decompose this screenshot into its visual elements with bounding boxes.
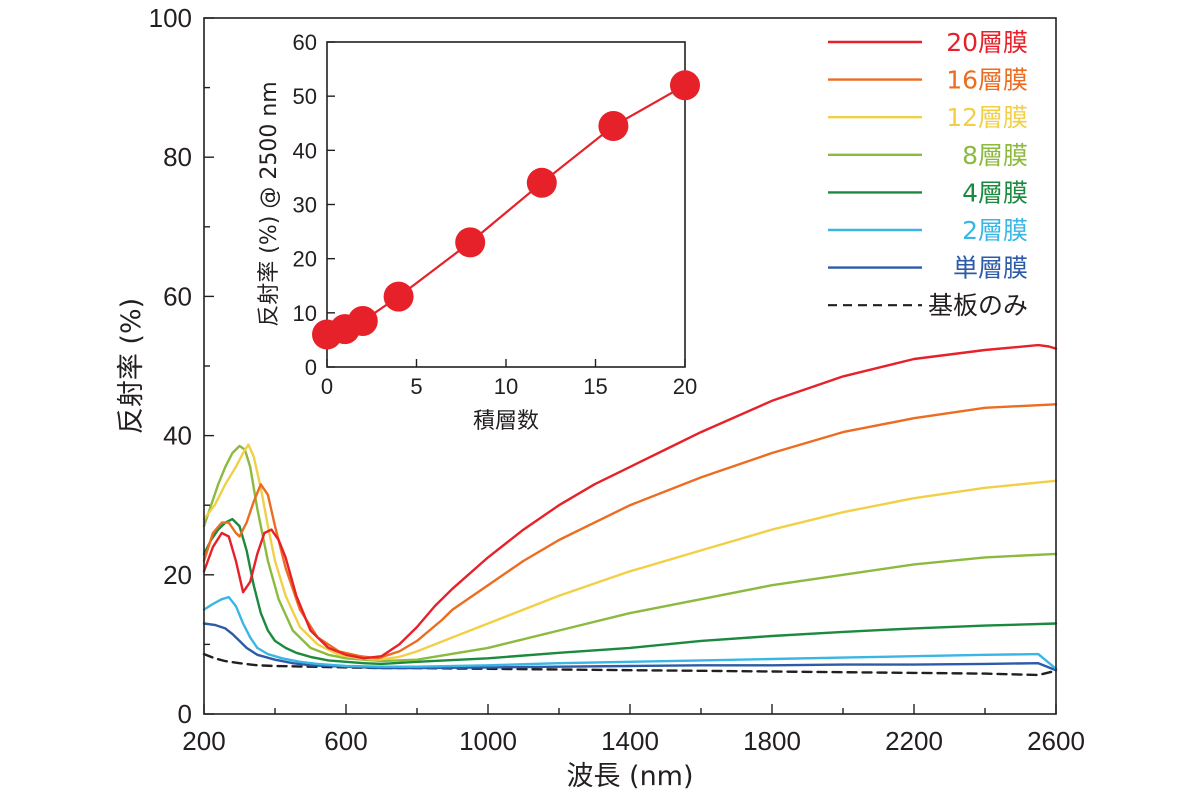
legend-label-0: 20層膜 [946,28,1028,57]
main-x-tick-label: 1800 [743,726,801,756]
inset-point-5 [526,167,557,198]
inset-x-ticks: 0 5 10 15 20 [321,359,697,399]
inset-point-4 [455,227,486,258]
main-x-tick-label: 1400 [601,726,659,756]
inset-y-tick-label: 30 [293,193,317,218]
main-y-tick-label: 80 [163,142,192,172]
series-line-1 [202,403,1058,660]
legend-label-1: 16層膜 [946,66,1028,95]
inset-point-7 [670,70,700,101]
inset-point-2 [347,306,378,336]
main-y-tick-label: 0 [178,699,192,729]
inset-y-axis-title: 反射率 (%) @ 2500 nm [257,81,282,326]
main-x-ticks: 200 600 1000 1400 1800 2200 2600 [182,704,1085,756]
inset-x-tick-label: 20 [673,374,697,399]
main-series-lines [202,343,1058,677]
main-plot: 200 600 1000 1400 1800 2200 2600 020406080100 … [116,3,1085,792]
inset-point-3 [383,281,414,312]
inset-x-tick-label: 0 [321,374,333,399]
inset-y-tick-label: 50 [293,84,317,109]
inset-y-tick-label: 0 [305,355,317,380]
main-y-tick-label: 60 [163,281,192,311]
legend-label-7: 基板のみ [928,291,1028,320]
main-y-tick-label: 100 [149,3,192,33]
inset-point-6 [598,111,629,141]
inset-points [312,70,700,350]
series-line-4 [202,517,1058,666]
main-y-tick-label: 40 [163,421,192,451]
inset-y-tick-label: 60 [293,30,317,55]
inset-background [327,42,685,367]
series-line-6 [202,622,1058,672]
main-x-tick-label: 1000 [459,726,517,756]
legend-label-4: 4層膜 [962,178,1028,207]
legend-label-5: 2層膜 [962,216,1028,245]
main-x-tick-label: 2600 [1027,726,1085,756]
series-line-0 [202,343,1058,660]
inset-y-tick-label: 10 [293,301,317,326]
main-x-tick-label: 200 [182,726,225,756]
inset-x-tick-label: 15 [583,374,607,399]
inset-plot: 0 5 10 15 20 0 10 20 30 40 50 60 積層数 反射率 (%) @ 250… [257,30,700,434]
inset-x-axis-title: 積層数 [473,409,539,434]
legend-label-6: 単層膜 [953,254,1028,283]
legend-label-2: 12層膜 [946,103,1028,132]
inset-y-tick-label: 20 [293,247,317,272]
inset-x-tick-label: 10 [494,374,518,399]
main-y-axis-title: 反射率 (%) [116,298,147,434]
series-line-3 [202,444,1058,663]
inset-y-ticks: 0 10 20 30 40 50 60 [293,30,335,380]
main-y-ticks: 0 20 40 60 80 100 [149,3,214,729]
main-x-tick-label: 2200 [885,726,943,756]
legend-label-3: 8層膜 [962,141,1028,170]
main-x-tick-label: 600 [324,726,367,756]
inset-y-tick-label: 40 [293,138,317,163]
series-line-5 [202,595,1058,670]
inset-x-tick-label: 5 [410,374,422,399]
main-x-axis-title: 波長 (nm) [566,761,693,792]
main-y-tick-label: 20 [163,560,192,590]
